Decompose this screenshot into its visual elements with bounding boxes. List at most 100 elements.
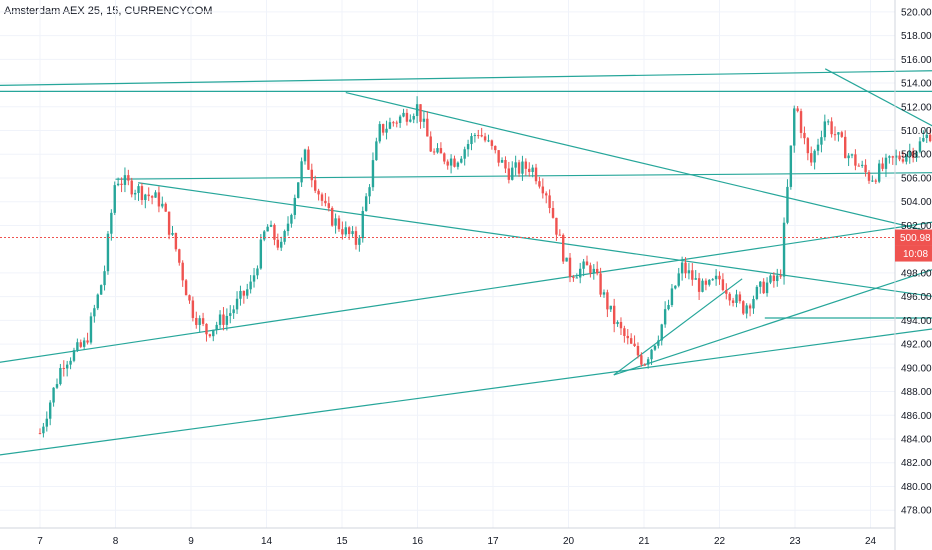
trendline[interactable] — [0, 64, 932, 86]
candle-body — [619, 321, 623, 329]
candle-body — [252, 275, 256, 282]
candle-body — [310, 169, 313, 181]
candle-body — [823, 121, 827, 138]
candle-body — [844, 136, 847, 159]
candle-body — [922, 138, 925, 142]
x-tick-label: 14 — [261, 536, 273, 547]
candle-body — [684, 262, 687, 274]
candle-body — [555, 217, 558, 235]
candle-body — [327, 203, 330, 209]
candle-body — [402, 112, 405, 117]
candle-body — [337, 218, 341, 230]
candle-body — [364, 196, 368, 212]
candle-body — [62, 368, 65, 370]
candle-body — [368, 187, 371, 197]
candle-body — [215, 324, 218, 330]
candle-body — [415, 104, 419, 116]
candle-body — [65, 364, 69, 369]
trendline[interactable] — [0, 288, 932, 456]
candle-body — [59, 368, 62, 385]
y-tick-label: 492.00 — [901, 340, 932, 351]
candle-body — [636, 345, 640, 356]
trendline[interactable] — [613, 278, 743, 376]
trendline[interactable] — [138, 182, 932, 316]
candle-body — [609, 305, 612, 310]
candle-body — [150, 196, 154, 198]
y-tick-label: 484.00 — [901, 435, 932, 446]
candle-body — [541, 186, 545, 194]
x-tick-label: 24 — [865, 536, 877, 547]
candle-body — [426, 118, 429, 137]
candle-body — [212, 329, 215, 337]
candle-body — [507, 168, 511, 180]
candle-body — [803, 132, 806, 139]
candle-body — [225, 315, 229, 325]
candle-body — [589, 265, 592, 274]
candle-body — [297, 182, 300, 198]
y-tick-label: 514.00 — [901, 79, 932, 90]
candle-body — [419, 104, 422, 122]
candle-body — [256, 268, 259, 276]
candle-body — [106, 233, 110, 272]
trendline[interactable] — [613, 183, 932, 376]
y-tick-label: 518.00 — [901, 31, 932, 42]
candle-body — [103, 271, 106, 286]
candle-body — [901, 159, 905, 162]
candle-body — [167, 211, 171, 235]
candle-body — [782, 222, 786, 277]
candle-body — [174, 232, 178, 250]
candle-body — [140, 186, 144, 201]
candle-body — [674, 285, 677, 289]
candle-body — [120, 183, 123, 185]
candle-body — [687, 270, 691, 274]
candle-body — [742, 301, 745, 314]
candle-body — [286, 223, 290, 232]
candle-body — [623, 328, 626, 336]
candle-body — [273, 224, 276, 240]
candle-body — [371, 160, 375, 188]
candle-body — [837, 132, 840, 135]
candle-body — [89, 316, 93, 343]
candle-body — [538, 181, 541, 187]
candle-body — [738, 294, 742, 302]
candle-body — [694, 278, 697, 280]
y-tick-label: 488.00 — [901, 387, 932, 398]
candle-body — [463, 149, 466, 159]
candle-body — [725, 290, 728, 294]
candle-body — [752, 299, 755, 309]
candle-body — [898, 155, 901, 160]
candle-body — [748, 305, 752, 309]
trendline[interactable] — [824, 68, 932, 318]
candle-body — [69, 360, 72, 365]
candle-body — [48, 402, 52, 419]
y-tick-label: 494.00 — [901, 316, 932, 327]
candle-body — [188, 295, 191, 301]
candle-body — [154, 192, 157, 198]
y-tick-label: 506.00 — [901, 173, 932, 184]
candle-body — [375, 141, 378, 161]
trendlines[interactable] — [0, 64, 932, 456]
candle-body — [232, 309, 235, 314]
x-tick-label: 16 — [412, 536, 424, 547]
candle-body — [877, 163, 881, 182]
candle-body — [548, 195, 551, 209]
candle-body — [925, 134, 928, 139]
candle-body — [381, 124, 385, 133]
candle-body — [449, 158, 453, 166]
candle-body — [572, 277, 575, 279]
candle-body — [55, 384, 59, 388]
candle-body — [490, 140, 494, 146]
candles — [38, 96, 932, 438]
candle-body — [453, 158, 456, 167]
candle-body — [514, 162, 517, 168]
trendline[interactable] — [345, 91, 932, 318]
candle-body — [657, 340, 660, 346]
candle-body — [497, 150, 500, 163]
candle-body — [799, 111, 803, 133]
candle-body — [456, 162, 460, 167]
candle-body — [840, 132, 844, 137]
candle-body — [640, 355, 643, 365]
candle-body — [585, 261, 589, 266]
candle-body — [813, 150, 816, 163]
